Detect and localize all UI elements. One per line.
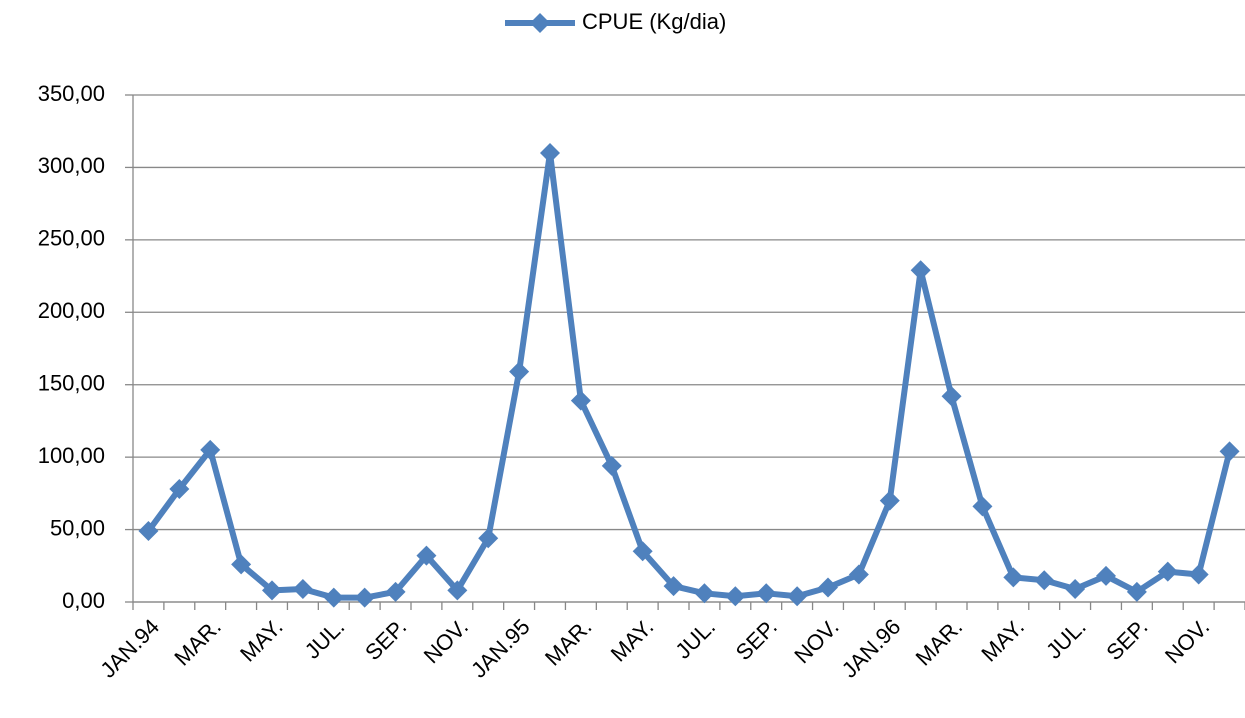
point-marker (292, 578, 313, 599)
y-tick-label: 250,00 (38, 226, 105, 251)
point-marker (879, 490, 900, 511)
point-marker (1003, 567, 1024, 588)
y-tick-label: 100,00 (38, 443, 105, 468)
point-marker (478, 528, 499, 549)
point-marker (818, 577, 838, 598)
series-line (146, 149, 1233, 601)
point-marker (756, 583, 777, 604)
point-marker (570, 390, 591, 411)
point-marker (663, 576, 684, 597)
point-marker (848, 564, 869, 585)
y-tick-label: 300,00 (38, 153, 105, 178)
y-tick-label: 50,00 (50, 515, 105, 540)
x-tick-label: JUL. (1041, 614, 1091, 664)
point-marker (941, 386, 962, 407)
y-tick-label: 200,00 (38, 298, 105, 323)
point-marker (1034, 570, 1055, 591)
x-tick-label: MAR. (169, 614, 226, 671)
point-marker (169, 479, 190, 500)
point-marker (1157, 561, 1178, 582)
point-marker (509, 361, 530, 382)
point-marker (200, 439, 221, 460)
x-tick-label: MAY. (235, 614, 288, 667)
point-marker (447, 580, 468, 601)
x-tick-label: NOV. (419, 614, 473, 668)
point-marker (1219, 441, 1240, 462)
point-marker (540, 142, 560, 163)
point-marker (694, 583, 715, 604)
point-marker (138, 521, 159, 542)
point-marker (262, 580, 282, 601)
x-tick-label: JAN.96 (837, 614, 906, 683)
point-marker (910, 260, 931, 281)
y-tick-label: 150,00 (38, 371, 105, 396)
x-tick-label: JAN.94 (95, 614, 164, 683)
x-tick-label: MAY. (976, 614, 1029, 667)
point-marker (385, 581, 406, 602)
point-marker (231, 554, 252, 575)
point-marker (416, 545, 437, 566)
point-marker (1126, 581, 1147, 602)
x-tick-label: SEP. (731, 614, 782, 665)
y-tick-label: 0,00 (62, 588, 105, 613)
point-marker (354, 587, 375, 608)
x-tick-label: SEP. (360, 614, 411, 665)
x-tick-label: JAN.95 (466, 614, 535, 683)
point-marker (1096, 565, 1116, 586)
point-marker (972, 496, 993, 517)
y-tick-label: 350,00 (38, 81, 105, 106)
point-marker (1188, 564, 1209, 585)
x-tick-label: JUL. (300, 614, 350, 664)
x-tick-label: NOV. (789, 614, 843, 668)
x-tick-label: JUL. (670, 614, 720, 664)
x-tick-label: MAR. (911, 614, 968, 671)
point-marker (725, 586, 746, 607)
x-tick-label: SEP. (1101, 614, 1152, 665)
legend-marker (530, 13, 550, 33)
point-marker (601, 455, 622, 476)
x-tick-label: NOV. (1160, 614, 1214, 668)
point-marker (632, 541, 653, 562)
point-marker (787, 586, 808, 607)
legend-label: CPUE (Kg/dia) (582, 9, 726, 34)
point-marker (323, 587, 344, 608)
point-marker (1065, 578, 1086, 599)
x-tick-label: MAY. (606, 614, 659, 667)
x-tick-label: MAR. (540, 614, 597, 671)
